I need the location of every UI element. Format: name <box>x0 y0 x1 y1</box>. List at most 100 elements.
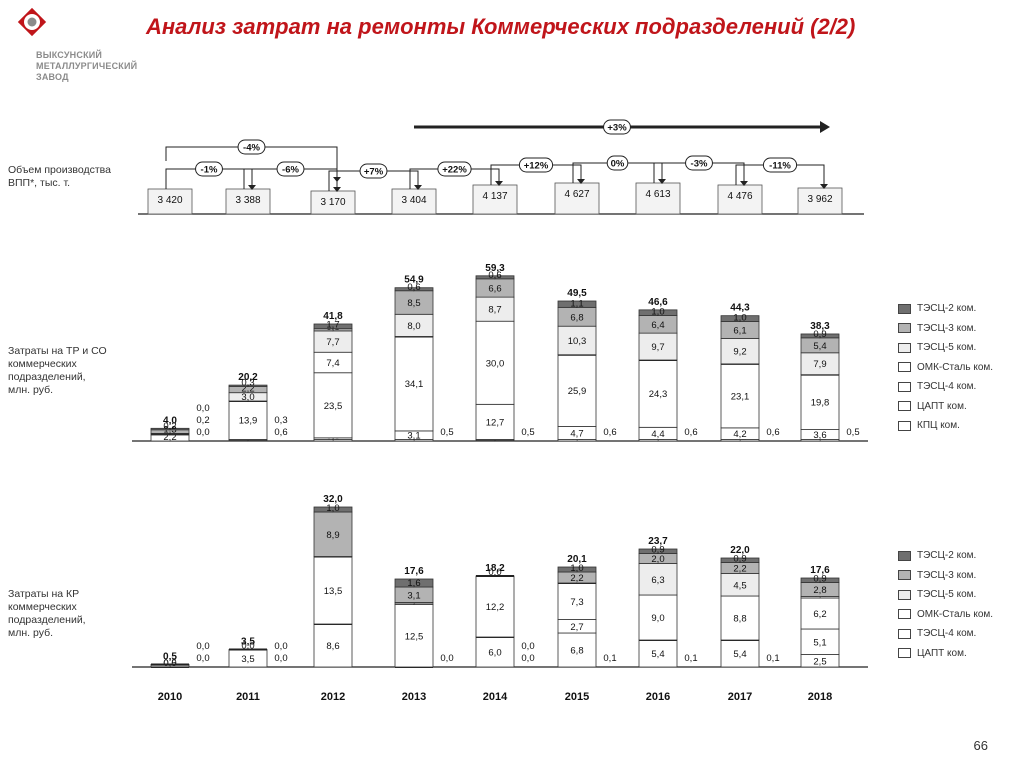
tr-label-2016-6: 1,0 <box>651 306 664 317</box>
legend-label: ТЭСЦ-4 ком. <box>917 381 977 393</box>
volume-box-2016 <box>635 182 681 215</box>
kr-total-2016: 23,7 <box>648 536 668 547</box>
kr-bar-2016-ЦАПТ ком. <box>638 639 678 668</box>
kr-bar-2015-ЦАПТ ком. <box>557 632 597 668</box>
tr-label-2013-1: 3,1 <box>407 431 420 442</box>
tr-legend-item: ТЭСЦ-4 ком. <box>898 377 993 397</box>
legend-label: ТЭСЦ-5 ком. <box>917 589 977 601</box>
kr-extra-label-2017-0: 0,1 <box>766 653 779 664</box>
year-label-2016: 2016 <box>646 691 670 703</box>
kr-label-2015-4: 2,2 <box>570 573 583 584</box>
year-label-2010: 2010 <box>158 691 182 703</box>
range-change-0-pill <box>237 139 266 155</box>
kr-bar-2016-ТЭСЦ-2 ком. <box>638 548 678 554</box>
legend-swatch <box>898 648 911 659</box>
legend-swatch <box>898 381 911 392</box>
kr-label-2014-4: 0,0 <box>488 567 501 578</box>
year-label-2013: 2013 <box>402 691 426 703</box>
kr-label-2017-2: 8,8 <box>733 614 746 625</box>
tr-section-label: Затраты на ТР и СО коммерческих подразде… <box>8 345 107 396</box>
tr-label-2014-2: 12,7 <box>486 417 505 428</box>
tr-legend-item: ОМК-Сталь ком. <box>898 358 993 378</box>
kr-legend-item: ТЭСЦ-3 ком. <box>898 566 993 586</box>
tr-label-2014-3: 30,0 <box>486 358 505 369</box>
tr-label-2011-6: 0,3 <box>241 378 254 389</box>
kr-label-2016-5: 0,9 <box>651 545 664 556</box>
tr-total-2016: 46,6 <box>648 297 668 308</box>
legend-label: ТЭСЦ-4 ком. <box>917 628 977 640</box>
volume-value-2011: 3 388 <box>235 195 260 206</box>
legend-label: ОМК-Сталь ком. <box>917 361 994 373</box>
kr-bar-2015-ТЭСЦ-2 ком. <box>557 566 597 573</box>
tr-label-2017-2: 23,1 <box>731 391 750 402</box>
year-label-2018: 2018 <box>808 691 832 703</box>
kr-total-2012: 32,0 <box>323 494 343 505</box>
kr-bar-2012-ЦАПТ ком. <box>313 623 353 668</box>
volume-box-2012 <box>310 190 356 215</box>
tr-label-2011-5: 2,2 <box>241 384 254 395</box>
company-logo <box>17 7 47 37</box>
tr-bar-2016-ТЭСЦ-4 ком. <box>638 359 678 428</box>
legend-label: КПЦ ком. <box>917 420 960 432</box>
yoy-change-6: -3% <box>691 159 708 170</box>
tr-bar-2011-ТЭСЦ-4 ком. <box>228 400 268 440</box>
kr-label-2013-5: 1,6 <box>407 578 420 589</box>
tr-bar-2014-ТЭСЦ-5 ком. <box>475 296 515 322</box>
kr-legend-item: ТЭСЦ-5 ком. <box>898 585 993 605</box>
tr-bar-2017-ТЭСЦ-2 ком. <box>720 315 760 322</box>
kr-extra-label-2011-0: 0,0 <box>274 653 287 664</box>
tr-total-2015: 49,5 <box>567 288 587 299</box>
kr-extra-label-2010-0: 0,0 <box>196 653 209 664</box>
yoy-change-1: -6% <box>282 165 299 176</box>
tr-legend-item: ТЭСЦ-3 ком. <box>898 319 993 339</box>
kr-label-2017-0: 5,4 <box>733 649 746 660</box>
kr-bar-2016-ТЭСЦ-5 ком. <box>638 563 678 596</box>
yoy-change-1-pill <box>276 161 305 177</box>
tr-legend-item: ЦАПТ ком. <box>898 397 993 417</box>
tr-total-2017: 44,3 <box>730 303 750 314</box>
kr-label-2011-4: 0,0 <box>241 641 254 652</box>
kr-total-2011: 3,5 <box>241 637 255 648</box>
yoy-change-5: 0% <box>611 159 625 170</box>
page-number: 66 <box>973 738 988 753</box>
tr-legend-item: КПЦ ком. <box>898 416 993 436</box>
volume-value-2015: 4 627 <box>564 189 589 200</box>
tr-label-2016-2: 24,3 <box>649 389 668 400</box>
kr-total-2017: 22,0 <box>730 545 750 556</box>
legend-label: ТЭСЦ-2 ком. <box>917 303 977 315</box>
tr-label-2012-6: 1,7 <box>326 320 339 331</box>
kr-label-2013-1: 12,5 <box>405 631 424 642</box>
range-change-1: +3% <box>607 123 627 134</box>
tr-label-2013-2: 34,1 <box>405 379 424 390</box>
kr-bar-2013-ТЭСЦ-4 ком. <box>394 604 434 668</box>
tr-label-2016-5: 6,4 <box>651 320 664 331</box>
tr-label-2014-5: 6,6 <box>488 283 501 294</box>
volume-section-label: Объем производства ВПП*, тыс. т. <box>8 164 111 189</box>
kr-label-2015-2: 7,3 <box>570 597 583 608</box>
yoy-arrow-icon-4 <box>577 179 585 184</box>
yoy-arrow-icon-6 <box>740 181 748 186</box>
kr-extra-label-2013-0: 0,0 <box>440 653 453 664</box>
tr-bar-2014-ТЭСЦ-4 ком. <box>475 403 515 440</box>
tr-extra-label-2016-0: 0,6 <box>684 427 697 438</box>
yoy-arrow-icon-5 <box>658 179 666 184</box>
legend-swatch <box>898 362 911 373</box>
legend-swatch <box>898 323 911 334</box>
legend-label: ТЭСЦ-5 ком. <box>917 342 977 354</box>
slide-title: Анализ затрат на ремонты Коммерческих по… <box>146 14 856 39</box>
kr-bar-2017-ТЭСЦ-2 ком. <box>720 557 760 563</box>
tr-label-2017-4: 9,2 <box>733 347 746 358</box>
kr-bar-2013-ТЭСЦ-2 ком. <box>394 578 434 588</box>
year-label-2014: 2014 <box>483 691 508 703</box>
legend-swatch <box>898 420 911 431</box>
volume-box-2015 <box>554 182 600 215</box>
tr-label-2015-4: 10,3 <box>568 336 587 347</box>
tr-label-2015-6: 1,1 <box>570 298 583 309</box>
volume-value-2016: 4 613 <box>645 189 670 200</box>
legend-swatch <box>898 570 911 581</box>
kr-legend-item: ЦАПТ ком. <box>898 644 993 664</box>
volume-box-2017 <box>717 184 763 215</box>
legend-swatch <box>898 401 911 412</box>
range-change-1-pill <box>603 119 631 135</box>
kr-extra-label-2015-0: 0,1 <box>603 653 616 664</box>
